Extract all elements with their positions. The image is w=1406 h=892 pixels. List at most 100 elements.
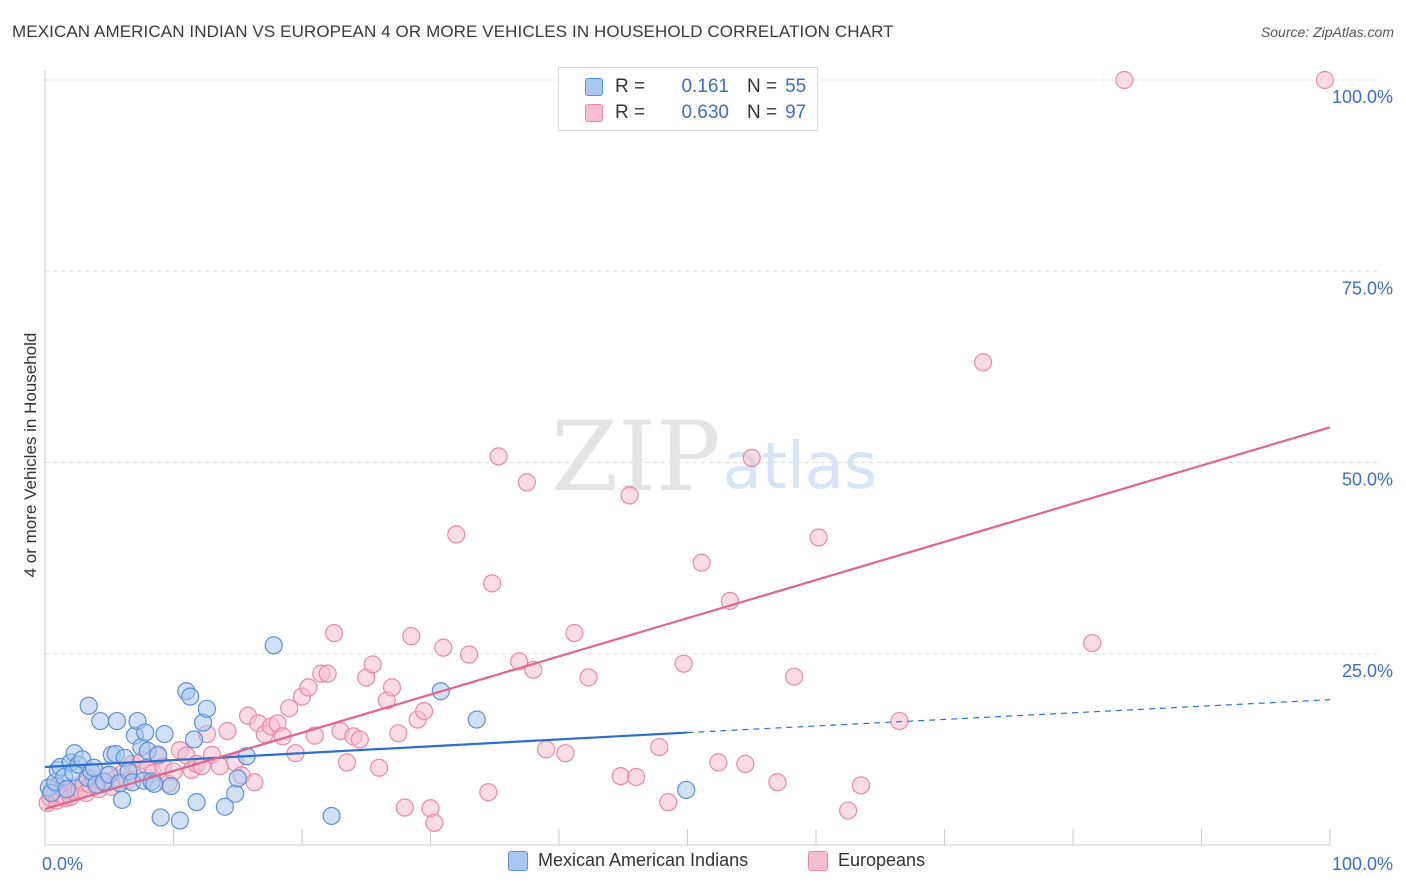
correlation-legend: R = 0.161 N = 55 R = 0.630 N = 97	[558, 67, 818, 131]
europeans-point	[299, 678, 318, 697]
europeans-point	[579, 668, 598, 687]
europeans-point	[337, 753, 357, 772]
x-tick-label: 0.0%	[42, 854, 83, 874]
mexican-american-indians-points	[39, 636, 696, 830]
europeans-point	[839, 801, 858, 820]
legend-row-mexican-american-indians: R = 0.161 N = 55	[585, 74, 806, 100]
mexican-american-indians-point	[197, 699, 217, 718]
legend-r-value: 0.630	[681, 102, 729, 123]
mexican-american-indians-point	[467, 710, 486, 729]
europeans-point	[245, 773, 264, 792]
europeans-point	[1315, 70, 1334, 90]
legend-n-label: N =	[747, 76, 778, 97]
europeans-point	[768, 773, 787, 792]
legend-swatch-blue	[508, 850, 528, 871]
europeans-point	[785, 667, 804, 686]
mexican-american-indians-point	[151, 808, 170, 827]
europeans-point	[674, 654, 693, 673]
legend-r-label: R =	[615, 76, 646, 97]
europeans-point	[459, 645, 479, 664]
mexican-american-indians-point	[148, 745, 168, 764]
europeans-point	[382, 678, 402, 697]
mexican-american-indians-point	[112, 790, 132, 809]
legend-n-label: N =	[747, 102, 778, 123]
trend-lines	[44, 426, 1331, 811]
legend-item-mexican-american-indians[interactable]: Mexican American Indians	[508, 850, 748, 871]
europeans-point	[537, 740, 556, 759]
europeans-point	[425, 813, 444, 832]
mexican-american-indians-point	[91, 711, 110, 731]
legend-r-label: R =	[615, 102, 646, 123]
mexican-american-indians-trend-extension	[687, 699, 1331, 734]
mexican-american-indians-point	[322, 806, 341, 826]
legend-swatch-pink	[585, 104, 603, 122]
europeans-point	[370, 758, 389, 777]
europeans-point	[318, 664, 337, 683]
legend-r-value: 0.161	[681, 76, 729, 97]
tick-labels: 25.0% 50.0% 75.0% 100.0% 0.0% 100.0%	[42, 87, 1393, 874]
mexican-american-indians-point	[228, 769, 247, 788]
europeans-point	[709, 753, 728, 772]
mexican-american-indians-point	[215, 797, 234, 816]
legend-swatch-blue	[585, 78, 603, 96]
source-label: Source: ZipAtlas.com	[1260, 24, 1394, 40]
europeans-point	[325, 623, 344, 643]
europeans-point	[447, 525, 466, 544]
europeans-point	[556, 744, 575, 763]
mexican-american-indians-point	[57, 780, 76, 799]
europeans-point	[890, 711, 909, 731]
europeans-point	[510, 652, 529, 671]
mexican-american-indians-trend-line	[44, 731, 688, 769]
y-tick-label: 50.0%	[1342, 470, 1393, 490]
europeans-point	[1115, 70, 1134, 90]
mexican-american-indians-point	[181, 687, 200, 706]
europeans-point	[218, 721, 237, 741]
x-tick-label: 100.0%	[1332, 854, 1393, 874]
europeans-point	[611, 767, 630, 786]
europeans-point	[973, 353, 993, 372]
mexican-american-indians-point	[170, 811, 190, 830]
europeans-trend-line	[44, 426, 1331, 811]
chart-title: MEXICAN AMERICAN INDIAN VS EUROPEAN 4 OR…	[12, 22, 894, 41]
europeans-point	[736, 754, 755, 774]
europeans-point	[483, 574, 502, 593]
europeans-point	[280, 698, 299, 718]
mexican-american-indians-point	[155, 724, 174, 744]
europeans-point	[389, 724, 408, 743]
legend-n-value: 97	[785, 102, 807, 123]
mexican-american-indians-point	[264, 636, 283, 655]
europeans-point	[363, 655, 382, 674]
europeans-point	[517, 473, 536, 492]
europeans-point	[402, 627, 421, 646]
europeans-point	[851, 776, 871, 795]
series-legend: Mexican American Indians Europeans	[0, 850, 1406, 880]
watermark-atlas: atlas	[723, 430, 878, 504]
mexican-american-indians-point	[79, 696, 98, 715]
europeans-point	[809, 528, 828, 547]
mexican-american-indians-point	[184, 730, 204, 749]
y-axis-label: 4 or more Vehicles in Household	[21, 333, 40, 578]
europeans-point	[692, 553, 711, 572]
gridlines	[45, 79, 1380, 655]
mexican-american-indians-point	[107, 711, 127, 731]
mexican-american-indians-point	[677, 780, 696, 800]
legend-swatch-pink	[808, 850, 828, 871]
europeans-point	[210, 757, 229, 776]
europeans-point	[565, 623, 584, 643]
mexican-american-indians-point	[226, 784, 245, 803]
europeans-point	[305, 726, 324, 745]
europeans-point	[434, 638, 453, 657]
europeans-point	[742, 448, 761, 468]
europeans-point	[414, 702, 434, 721]
mexican-american-indians-point	[136, 723, 155, 742]
europeans-point	[479, 783, 498, 802]
mexican-american-indians-point	[161, 776, 181, 796]
europeans-point	[620, 486, 639, 505]
europeans-point	[489, 447, 508, 466]
legend-row-europeans: R = 0.630 N = 97	[585, 100, 806, 126]
legend-item-europeans[interactable]: Europeans	[808, 850, 925, 871]
y-tick-label: 75.0%	[1342, 278, 1393, 298]
mexican-american-indians-point	[187, 793, 206, 812]
axes	[44, 70, 1331, 846]
